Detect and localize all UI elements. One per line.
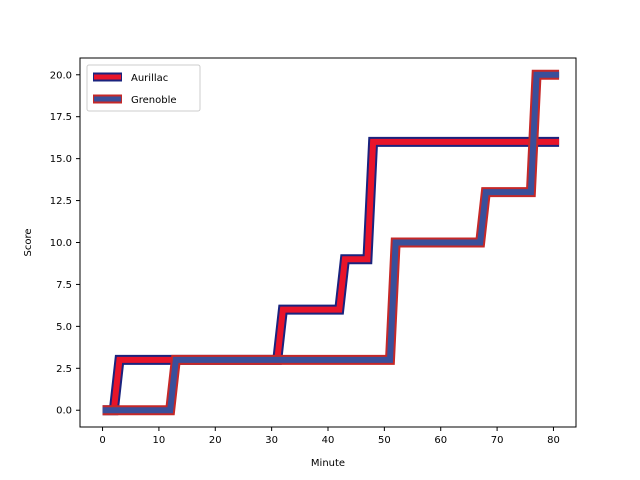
legend: Aurillac Grenoble <box>86 64 201 112</box>
x-tick-label: 50 <box>378 435 391 446</box>
y-tick-label: 15.0 <box>50 154 72 165</box>
y-tick-label: 7.5 <box>56 280 72 291</box>
legend-item-aurillac: Aurillac <box>93 72 168 84</box>
y-tick-label: 5.0 <box>56 322 72 333</box>
x-tick-label: 60 <box>434 435 447 446</box>
y-tick-label: 0.0 <box>56 406 72 417</box>
y-tick-label: 20.0 <box>50 70 72 81</box>
y-tick-label: 2.5 <box>56 364 72 375</box>
y-tick-label: 10.0 <box>50 238 72 249</box>
series-layer <box>102 69 560 416</box>
series-line-aurillac <box>102 138 560 414</box>
series-aurillac <box>102 136 560 416</box>
legend-label: Aurillac <box>131 73 168 84</box>
x-axis-label: Minute <box>311 458 345 469</box>
y-axis-ticks: 0.0 2.5 5.0 7.5 10.0 12.5 15.0 17.5 20.0 <box>50 70 80 417</box>
x-tick-label: 20 <box>209 435 222 446</box>
series-line-grenoble <box>102 71 560 414</box>
x-tick-label: 10 <box>153 435 166 446</box>
legend-label: Grenoble <box>131 95 177 106</box>
series-grenoble <box>102 69 560 416</box>
legend-item-grenoble: Grenoble <box>93 94 177 106</box>
x-tick-label: 80 <box>547 435 560 446</box>
x-axis-ticks: 0 10 20 30 40 50 60 70 80 <box>99 427 560 446</box>
x-tick-label: 0 <box>99 435 105 446</box>
x-tick-label: 40 <box>322 435 335 446</box>
y-tick-label: 17.5 <box>50 112 72 123</box>
x-tick-label: 70 <box>491 435 504 446</box>
y-axis-label: Score <box>23 228 34 256</box>
y-tick-label: 12.5 <box>50 196 72 207</box>
x-tick-label: 30 <box>265 435 278 446</box>
